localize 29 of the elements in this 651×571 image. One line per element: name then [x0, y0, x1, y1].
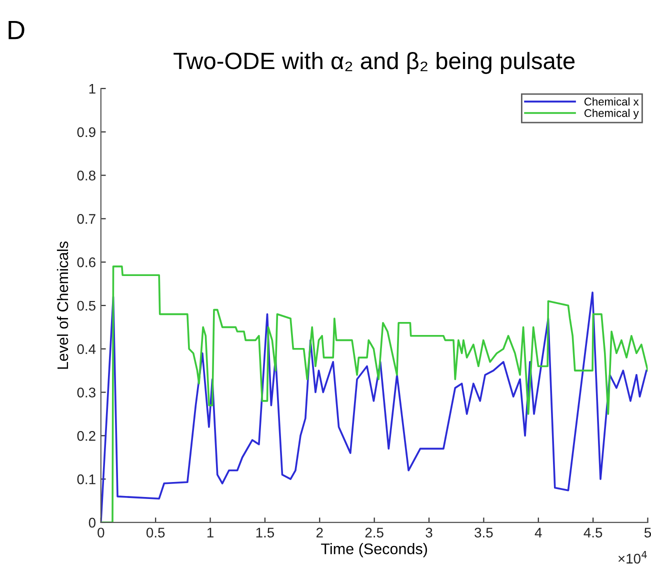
- x-tick-label: 3.5: [474, 528, 493, 538]
- x-tick-label: 1.5: [256, 528, 274, 538]
- y-tick-label: 0.9: [77, 127, 96, 138]
- y-tick-label: 0: [88, 518, 96, 528]
- chart-title: Two-ODE with α₂ and β₂ being pulsate: [174, 52, 575, 74]
- y-tick-label: 1: [89, 84, 96, 94]
- y-tick-label: 0.7: [77, 214, 96, 224]
- x-tick-label: 4: [534, 528, 542, 538]
- x-tick-label: 3: [426, 528, 432, 538]
- x-tick-label: 0: [98, 528, 104, 538]
- y-tick-label: 0.6: [77, 257, 96, 268]
- text: D: [8, 20, 24, 40]
- x-axis-title: Time (Seconds): [321, 543, 428, 558]
- x-tick-label: 1: [207, 528, 214, 538]
- y-tick-label: 0.4: [77, 344, 96, 354]
- y-axis-title: Level of Chemicals: [56, 242, 68, 369]
- x-tick-label: 0.5: [146, 528, 165, 538]
- y-tick-label: 0.8: [77, 170, 96, 180]
- legend-label: Chemical x: [584, 97, 639, 106]
- y-tick-label: 0.1: [77, 474, 96, 484]
- y-tick-label: 0.2: [77, 431, 96, 441]
- x-tick-label: 4.5: [584, 528, 602, 538]
- legend-label: Chemical y: [584, 108, 639, 120]
- x-tick-label: 2.5: [365, 528, 384, 538]
- x-tick-label: 5: [644, 528, 651, 538]
- y-tick-label: 0.3: [77, 388, 96, 398]
- x-tick-label: 2: [316, 528, 323, 538]
- y-tick-label: 0.5: [77, 300, 96, 311]
- text: ×10$^{4}$: [618, 551, 647, 564]
